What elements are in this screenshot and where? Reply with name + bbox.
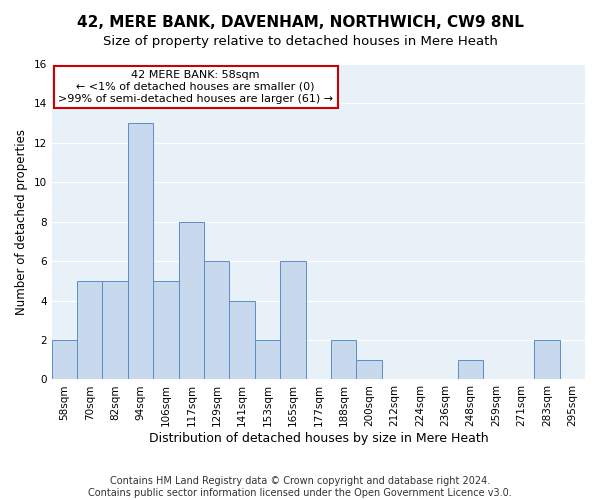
Bar: [179, 222, 204, 380]
Text: 42, MERE BANK, DAVENHAM, NORTHWICH, CW9 8NL: 42, MERE BANK, DAVENHAM, NORTHWICH, CW9 …: [77, 15, 523, 30]
Bar: [255, 340, 280, 380]
X-axis label: Distribution of detached houses by size in Mere Heath: Distribution of detached houses by size …: [149, 432, 488, 445]
Bar: [128, 123, 153, 380]
Bar: [204, 261, 229, 380]
Bar: [153, 281, 179, 380]
Bar: [229, 300, 255, 380]
Bar: [356, 360, 382, 380]
Bar: [458, 360, 484, 380]
Bar: [331, 340, 356, 380]
Bar: [103, 281, 128, 380]
Y-axis label: Number of detached properties: Number of detached properties: [15, 128, 28, 314]
Bar: [534, 340, 560, 380]
Bar: [52, 340, 77, 380]
Text: Size of property relative to detached houses in Mere Heath: Size of property relative to detached ho…: [103, 35, 497, 48]
Bar: [280, 261, 305, 380]
Text: Contains HM Land Registry data © Crown copyright and database right 2024.
Contai: Contains HM Land Registry data © Crown c…: [88, 476, 512, 498]
Text: 42 MERE BANK: 58sqm
← <1% of detached houses are smaller (0)
>99% of semi-detach: 42 MERE BANK: 58sqm ← <1% of detached ho…: [58, 70, 333, 104]
Bar: [77, 281, 103, 380]
